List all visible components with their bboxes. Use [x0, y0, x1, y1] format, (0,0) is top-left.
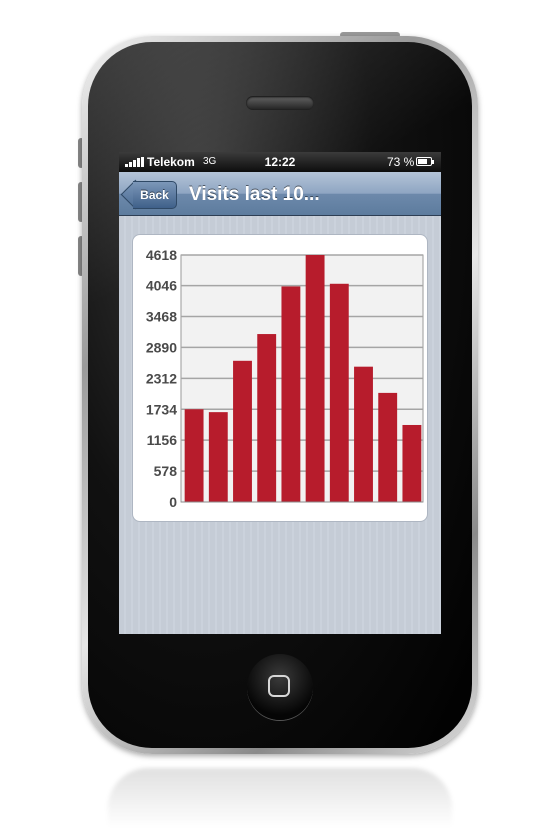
carrier-name: Telekom	[147, 155, 195, 169]
network-type: 3G	[203, 156, 217, 167]
mute-switch[interactable]	[78, 138, 84, 168]
home-button[interactable]	[247, 654, 313, 720]
volume-up-button[interactable]	[78, 182, 84, 222]
volume-down-button[interactable]	[78, 236, 84, 276]
battery-tip	[432, 160, 434, 164]
battery-percent: 73 %	[387, 155, 415, 169]
page-title: Visits last 10...	[189, 184, 320, 205]
earpiece-speaker	[246, 96, 314, 110]
signal-strength-icon	[125, 157, 145, 167]
home-square-icon	[268, 675, 290, 697]
status-bar: Telekom 3G 12:22 73 %	[119, 152, 441, 172]
navigation-bar: Back Visits last 10...	[119, 172, 441, 216]
battery-level-fill	[418, 159, 427, 164]
sleep-wake-button[interactable]	[340, 32, 400, 38]
chart-card	[132, 234, 428, 522]
status-time: 12:22	[264, 155, 296, 169]
device-reflection	[108, 768, 452, 828]
back-button[interactable]: Back	[133, 181, 177, 209]
battery-icon	[416, 157, 432, 166]
